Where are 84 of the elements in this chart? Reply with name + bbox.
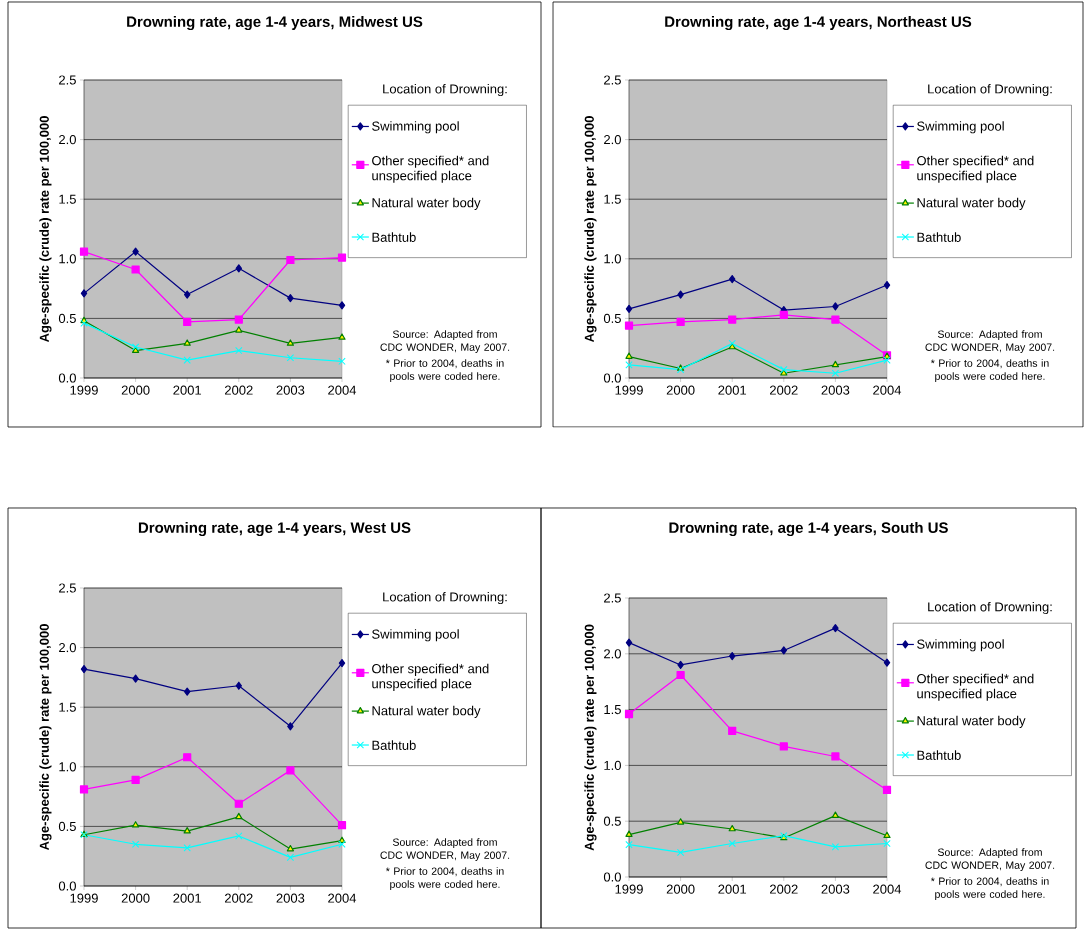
legend-title: Location of Drowning: [928,83,1052,97]
y-tick-label: 0.0 [603,373,621,383]
x-tick-label: 2003 [276,385,305,395]
x-tick-label: 2004 [328,893,357,903]
x-tick-label: 2001 [718,884,747,894]
text: * Prior to 2004, deaths in pools were coded here. [385,359,504,382]
y-tick-label: 0.5 [603,816,621,826]
legend-label: Swimming pool [917,121,1004,134]
y-tick-label: 2.0 [604,134,621,145]
x-tick-label: 1999 [615,385,643,395]
x-tick-label: 1999 [615,884,643,894]
y-tick-label: 0.5 [58,821,76,831]
legend-label: Swimming pool [372,629,459,642]
legend-label: Bathtub [917,750,961,760]
y-tick-label: 1.5 [59,702,76,712]
source-note: Source: Adapted from CDC WONDER, May 2007. [925,330,1055,353]
legend-label: Natural water body [917,715,1026,728]
x-tick-label: 2003 [276,893,305,903]
y-tick-label: 1.5 [59,194,76,204]
y-axis-title: Age-specific (crude) rate per 100,000 [39,116,52,343]
x-tick-label: 2003 [821,385,850,395]
legend-title: Location of Drowning: [383,83,507,97]
x-tick-label: 1999 [70,385,98,395]
y-tick-label: 2.5 [604,593,621,603]
y-tick-label: 2.5 [604,75,621,85]
x-tick-label: 2000 [121,385,150,395]
source-note: Source: Adapted from CDC WONDER, May 2007. [925,848,1055,871]
y-axis-title: Age-specific (crude) rate per 100,000 [39,624,52,851]
x-tick-label: 2004 [873,884,902,894]
x-tick-label: 2002 [225,385,253,395]
legend-title: Location of Drowning: [928,601,1052,615]
x-tick-label: 2001 [718,385,747,395]
y-tick-label: 0.5 [603,313,621,323]
x-tick-label: 2004 [328,385,357,395]
y-tick-label: 1.5 [604,194,621,204]
y-tick-label: 1.0 [59,254,76,264]
y-axis-title: Age-specific (crude) rate per 100,000 [584,624,597,851]
legend-label: Natural water body [917,197,1026,210]
legend-label: Bathtub [372,740,416,750]
y-tick-label: 2.0 [59,643,76,653]
y-tick-label: 0.0 [603,872,621,882]
x-tick-label: 2001 [173,385,202,395]
chart-title: Drowning rate, age 1-4 years, South US [669,521,948,537]
legend-label: Natural water body [372,705,481,718]
legend-label: Bathtub [917,232,961,242]
chart-title: Drowning rate, age 1-4 years, Northeast US [665,15,972,31]
legend-label: Swimming pool [917,639,1004,652]
legend-label: Bathtub [372,232,416,242]
x-tick-label: 2003 [821,884,850,894]
x-tick-label: 2000 [121,893,150,903]
y-tick-label: 2.5 [59,75,76,85]
source-note: Source: Adapted from CDC WONDER, May 2007. [380,330,510,353]
y-tick-label: 0.0 [58,881,76,891]
y-tick-label: 1.0 [59,762,76,772]
legend-label: Other specified* and unspecified place [917,673,1034,701]
y-tick-label: 0.5 [58,313,76,323]
source-note: Source: Adapted from CDC WONDER, May 2007. [380,838,510,861]
legend-label: Other specified* and unspecified place [372,155,489,183]
x-tick-label: 2001 [173,893,202,903]
y-tick-label: 1.0 [604,254,621,264]
y-tick-label: 0.0 [58,373,76,383]
x-tick-label: 2000 [666,385,695,395]
text: * Prior to 2004, deaths in pools were coded here. [930,359,1049,382]
chart-title: Drowning rate, age 1-4 years, West US [138,521,411,537]
legend-label: Natural water body [372,197,481,210]
legend-label: Other specified* and unspecified place [372,663,489,691]
legend-label: Swimming pool [372,121,459,134]
legend-title: Location of Drowning: [383,591,507,605]
y-tick-label: 2.0 [604,649,621,659]
legend-label: Other specified* and unspecified place [917,155,1034,183]
x-tick-label: 1999 [70,893,98,903]
y-tick-label: 1.0 [604,760,621,770]
y-tick-label: 2.5 [59,583,76,593]
text: * Prior to 2004, deaths in pools were coded here. [385,867,504,890]
y-tick-label: 1.5 [604,705,621,715]
chart-title: Drowning rate, age 1-4 years, Midwest US [127,15,423,31]
x-tick-label: 2002 [225,893,253,903]
x-tick-label: 2002 [770,385,798,395]
y-tick-label: 2.0 [59,134,76,145]
x-tick-label: 2004 [873,385,902,395]
y-axis-title: Age-specific (crude) rate per 100,000 [584,116,597,343]
x-tick-label: 2002 [770,884,798,894]
x-tick-label: 2000 [666,884,695,894]
text: * Prior to 2004, deaths in pools were coded here. [930,877,1049,900]
